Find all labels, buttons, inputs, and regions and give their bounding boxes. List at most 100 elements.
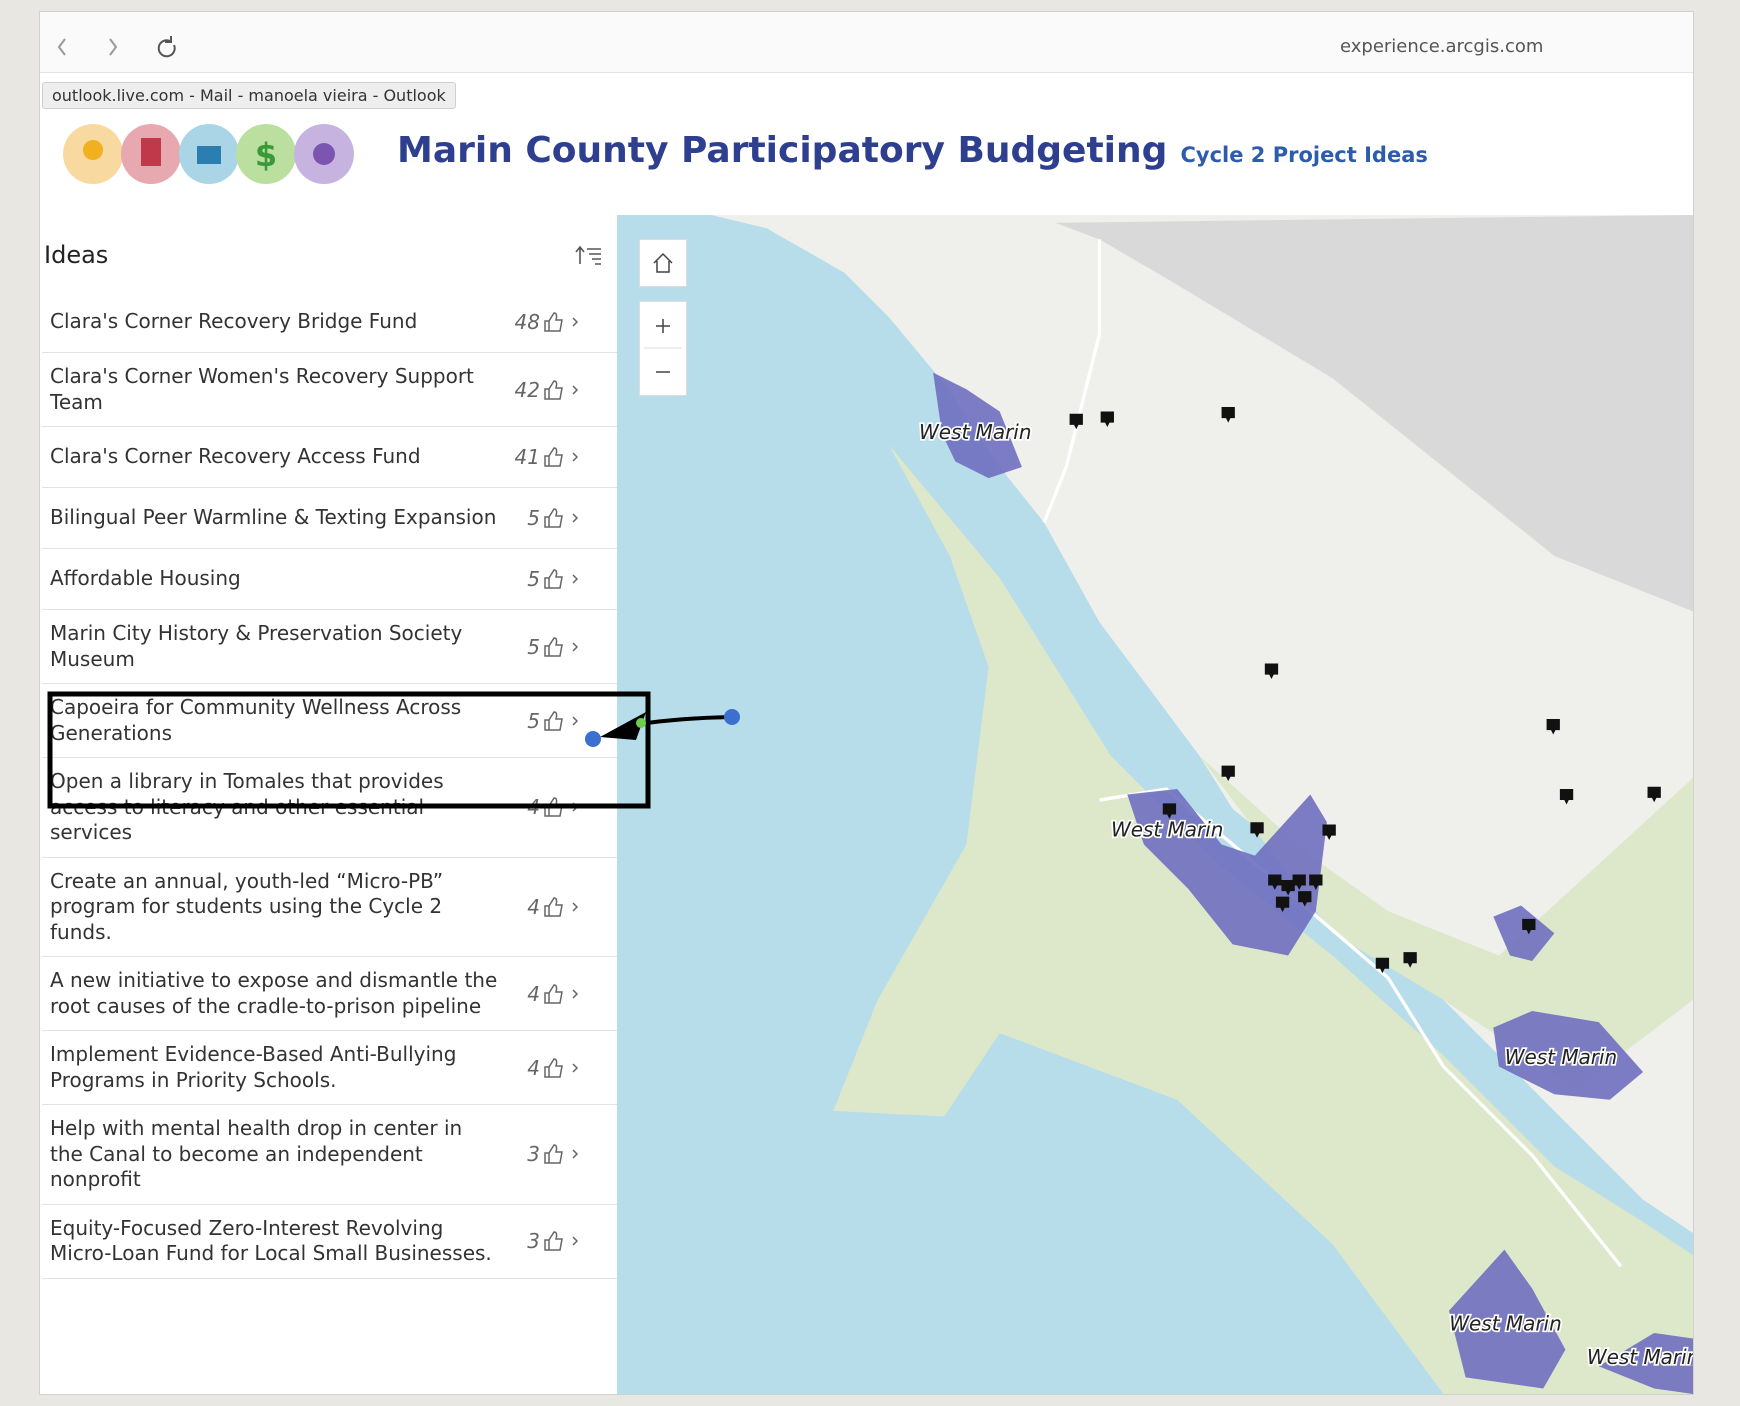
chevron — [572, 715, 579, 726]
chevron — [572, 1149, 579, 1159]
vote-icon — [544, 379, 579, 400]
nav-buttons — [57, 36, 176, 58]
marker — [1546, 719, 1560, 735]
chevron — [572, 384, 579, 395]
idea-title: Marin City History & Preservation Societ… — [50, 621, 463, 671]
vote-icon — [544, 312, 579, 332]
vote-icon — [544, 983, 579, 1004]
vote-count: 4 — [527, 1055, 540, 1080]
marker — [1322, 824, 1336, 841]
marker — [1264, 663, 1279, 680]
chevron — [572, 1236, 579, 1246]
idea-row[interactable]: Capoeira for Community Wellness Across G… — [42, 684, 617, 758]
vote-icon — [544, 569, 579, 589]
vote-count: 41 — [514, 445, 540, 469]
idea-row[interactable]: Implement Evidence-Based Anti-Bullying P… — [42, 1031, 617, 1105]
marker — [1647, 786, 1661, 803]
chevron — [572, 317, 579, 327]
vote-icon — [544, 1057, 579, 1078]
vote-count: 5 — [527, 634, 540, 659]
subtitle: Cycle 2 Project Ideas — [1180, 143, 1428, 167]
districts — [933, 372, 1693, 1394]
marker — [1069, 413, 1083, 430]
idea-row[interactable]: Affordable Housing 5 — [42, 549, 617, 610]
marker — [1275, 896, 1290, 913]
thumb — [544, 508, 563, 528]
idea-title: Create an annual, youth-led “Micro-PB” p… — [50, 868, 444, 944]
logo-icons: $ — [63, 124, 354, 184]
thumb — [544, 569, 563, 589]
marker — [1221, 765, 1235, 782]
vote-icon — [544, 636, 579, 657]
vote-icon — [544, 1231, 579, 1251]
marker — [1298, 891, 1312, 907]
idea-row[interactable]: Help with mental health drop in center i… — [42, 1105, 617, 1205]
vote-count: 42 — [514, 377, 540, 402]
idea-row[interactable]: A new initiative to expose and dismantle… — [42, 957, 617, 1031]
title-text: Marin County Participatory Budgeting — [397, 130, 1168, 171]
idea-title: Equity-Focused Zero-Interest Revolving M… — [50, 1215, 492, 1266]
map-label: West Marin — [1505, 1045, 1617, 1069]
idea-title: Affordable Housing — [50, 566, 241, 591]
idea-row[interactable]: Create an annual, youth-led “Micro-PB” p… — [42, 858, 617, 957]
toolbar: experience.arcgis.com — [40, 12, 1693, 73]
reload-button[interactable] — [157, 36, 176, 58]
url: experience.arcgis.com — [1340, 36, 1544, 57]
marker — [1559, 788, 1574, 805]
chevron — [572, 574, 579, 584]
thumb — [544, 710, 563, 731]
idea-title: A new initiative to expose and dismantle… — [50, 968, 498, 1018]
vote-count: 5 — [527, 567, 540, 591]
vote-count: 5 — [527, 506, 540, 530]
forward-button[interactable] — [109, 38, 118, 56]
vote-count: 4 — [527, 894, 540, 919]
thumb — [544, 983, 563, 1004]
idea-row[interactable]: Clara's Corner Women's Recovery Support … — [42, 353, 617, 427]
sort-button[interactable] — [574, 242, 604, 272]
idea-title: Clara's Corner Women's Recovery Support … — [50, 364, 474, 414]
marker — [1309, 874, 1323, 890]
thumb — [544, 1231, 563, 1251]
back-button[interactable] — [57, 38, 66, 56]
thumb — [544, 1144, 563, 1164]
marker — [1281, 879, 1295, 896]
idea-row[interactable]: Equity-Focused Zero-Interest Revolving M… — [42, 1205, 617, 1279]
map-canvas: West Marin West Marin West Marin West Marin… — [617, 215, 1693, 1394]
vote-icon — [544, 710, 579, 731]
vote-icon — [544, 896, 579, 917]
zoom-in[interactable] — [656, 319, 670, 333]
vote-count: 3 — [527, 1142, 540, 1167]
idea-title: Capoeira for Community Wellness Across G… — [50, 695, 462, 745]
vote-count: 48 — [514, 310, 540, 334]
marker — [1292, 874, 1306, 890]
marker — [1221, 407, 1235, 423]
idea-row[interactable]: Clara's Corner Recovery Access Fund 41 — [42, 427, 617, 488]
thumb — [544, 896, 563, 917]
idea-row[interactable]: Marin City History & Preservation Societ… — [42, 610, 617, 684]
thumb — [544, 447, 563, 467]
idea-row[interactable]: Bilingual Peer Warmline & Texting Expans… — [42, 488, 617, 549]
vote-count: 3 — [527, 1229, 540, 1253]
chevron — [572, 513, 579, 523]
home-button[interactable] — [639, 239, 687, 287]
markers — [1069, 407, 1661, 974]
idea-row[interactable]: Clara's Corner Recovery Bridge Fund 48 — [42, 292, 617, 353]
chevron — [572, 641, 579, 652]
thumb — [544, 1057, 563, 1078]
thumb — [544, 379, 563, 400]
map: West Marin West Marin West Marin West Marin… — [617, 215, 1693, 1394]
idea-title: Bilingual Peer Warmline & Texting Expans… — [50, 505, 497, 530]
header: $ Marin County Participatory Budgeting C… — [40, 72, 1693, 217]
map-label: West Marin — [1449, 1312, 1561, 1336]
marker — [1250, 822, 1264, 838]
map-label: West Marin — [919, 420, 1031, 444]
chevron — [572, 452, 579, 462]
thumb — [544, 636, 563, 657]
chevron — [572, 902, 579, 912]
app-title: Marin County Participatory Budgeting Cyc… — [397, 130, 1428, 171]
vote-count: 4 — [527, 981, 540, 1006]
svg-text:$: $ — [255, 136, 277, 174]
marker — [1100, 411, 1114, 428]
